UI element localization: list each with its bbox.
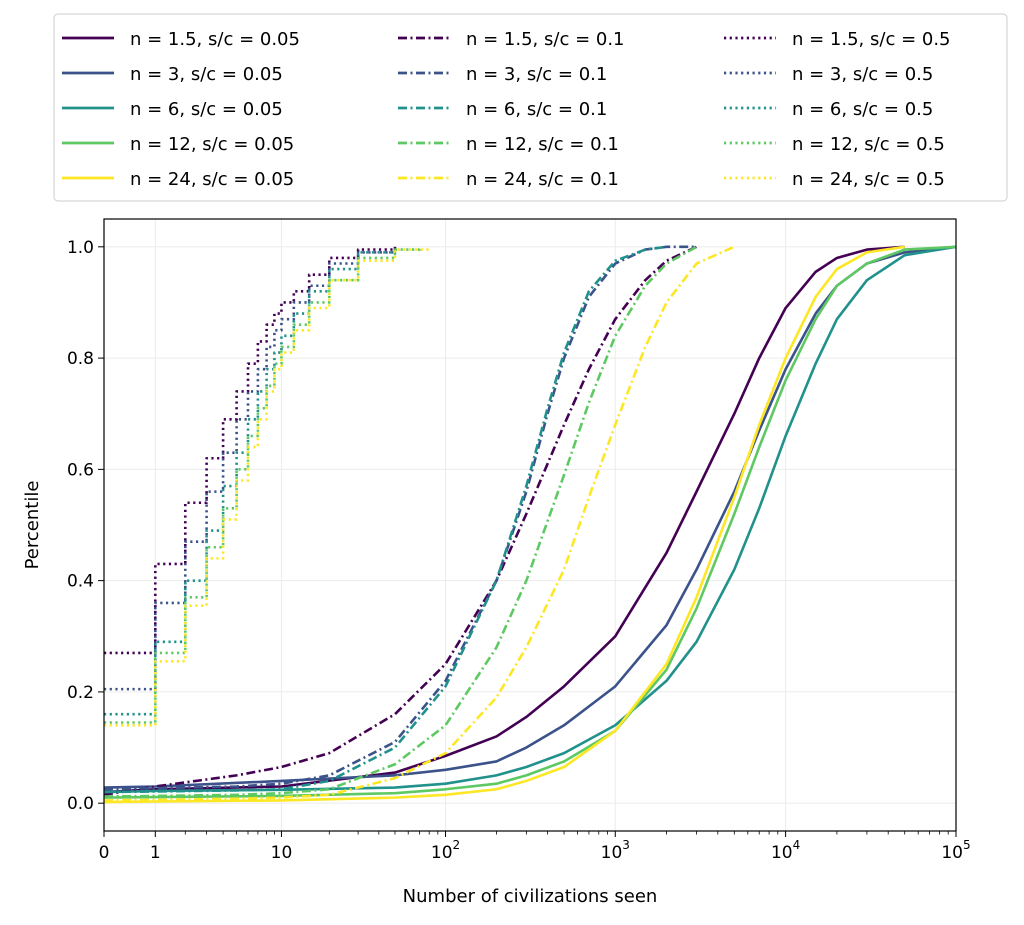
legend-label: n = 6, s/c = 0.1: [466, 99, 607, 120]
y-tick-label: 0.4: [67, 572, 94, 592]
legend: n = 1.5, s/c = 0.05 n = 3, s/c = 0.05 n = …: [53, 13, 1008, 202]
legend-label: n = 1.5, s/c = 0.5: [792, 29, 951, 50]
series-line: [104, 245, 956, 799]
series-line: [104, 245, 735, 802]
y-axis-label: Percentile: [22, 481, 43, 570]
x-tick-label: 103: [601, 838, 630, 863]
x-tick-label: 102: [431, 838, 460, 863]
series-line: [104, 246, 397, 655]
x-axis-ticks: 0 1 10 102 103 104 105: [99, 831, 971, 863]
y-tick-label: 0.2: [67, 683, 94, 703]
legend-label: n = 1.5, s/c = 0.05: [130, 29, 300, 50]
x-tick-label: 0: [99, 843, 110, 863]
y-tick-label: 0.8: [67, 349, 94, 369]
x-tick-label: 105: [941, 838, 970, 863]
x-tick-label: 1: [150, 843, 161, 863]
legend-label: n = 12, s/c = 0.1: [466, 134, 619, 155]
series-line: [104, 245, 905, 794]
x-tick-label: 10: [271, 843, 293, 863]
series-line: [104, 245, 905, 804]
legend-box: [53, 13, 1008, 202]
plot-frame: [103, 218, 957, 832]
series-line: [104, 245, 697, 791]
series-line: [104, 245, 667, 794]
legend-label: n = 1.5, s/c = 0.1: [466, 29, 625, 50]
x-axis-label: Number of civilizations seen: [403, 886, 658, 907]
plot-lines: [104, 245, 956, 804]
legend-label: n = 3, s/c = 0.5: [792, 64, 933, 85]
y-tick-label: 1.0: [67, 238, 94, 258]
legend-label: n = 6, s/c = 0.05: [130, 99, 283, 120]
series-line: [104, 246, 431, 727]
legend-label: n = 24, s/c = 0.1: [466, 169, 619, 190]
legend-label: n = 6, s/c = 0.5: [792, 99, 933, 120]
series-line: [104, 245, 698, 798]
y-tick-label: 0.0: [67, 794, 94, 814]
legend-label: n = 24, s/c = 0.05: [130, 169, 294, 190]
legend-label: n = 12, s/c = 0.5: [792, 134, 945, 155]
legend-label: n = 24, s/c = 0.5: [792, 169, 945, 190]
legend-label: n = 3, s/c = 0.05: [130, 64, 283, 85]
y-axis-ticks: 0.0 0.2 0.4 0.6 0.8 1.0: [67, 238, 104, 814]
y-tick-label: 0.6: [67, 460, 94, 480]
legend-label: n = 3, s/c = 0.1: [466, 64, 607, 85]
legend-label: n = 12, s/c = 0.05: [130, 134, 294, 155]
x-tick-label: 104: [771, 838, 800, 863]
series-line: [104, 245, 956, 794]
